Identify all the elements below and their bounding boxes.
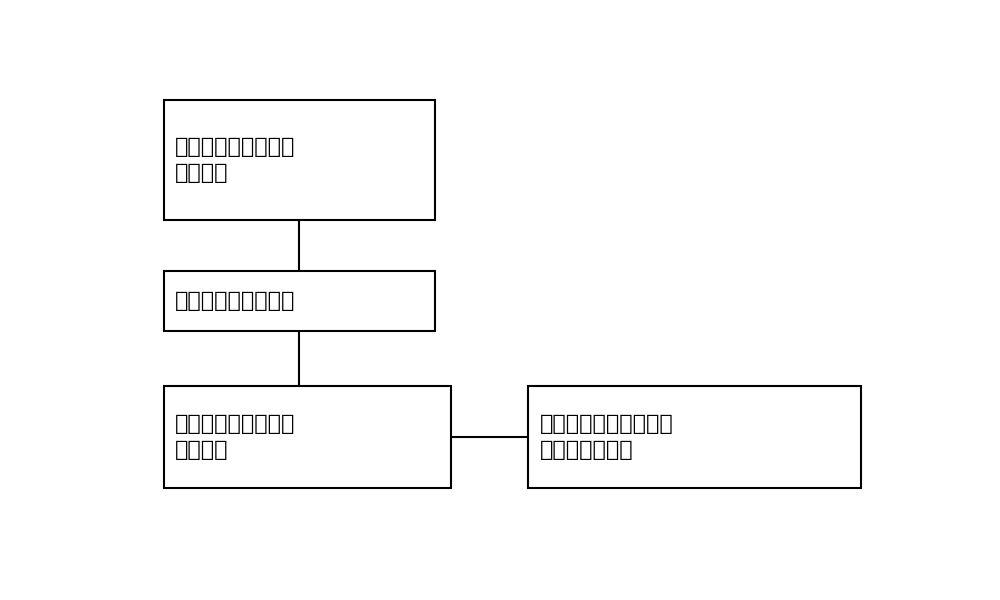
FancyBboxPatch shape — [164, 100, 435, 220]
FancyBboxPatch shape — [164, 386, 450, 488]
Text: 转发候选集确定模块: 转发候选集确定模块 — [175, 290, 296, 311]
Text: 带拐角的带状网络转发
候选集确定模块: 带拐角的带状网络转发 候选集确定模块 — [540, 414, 673, 460]
FancyBboxPatch shape — [164, 271, 435, 331]
FancyBboxPatch shape — [528, 386, 861, 488]
Text: 选择转发节点与信息
转发模块: 选择转发节点与信息 转发模块 — [175, 414, 296, 460]
Text: 转发候选集方向夹角
确定模块: 转发候选集方向夹角 确定模块 — [175, 137, 296, 183]
